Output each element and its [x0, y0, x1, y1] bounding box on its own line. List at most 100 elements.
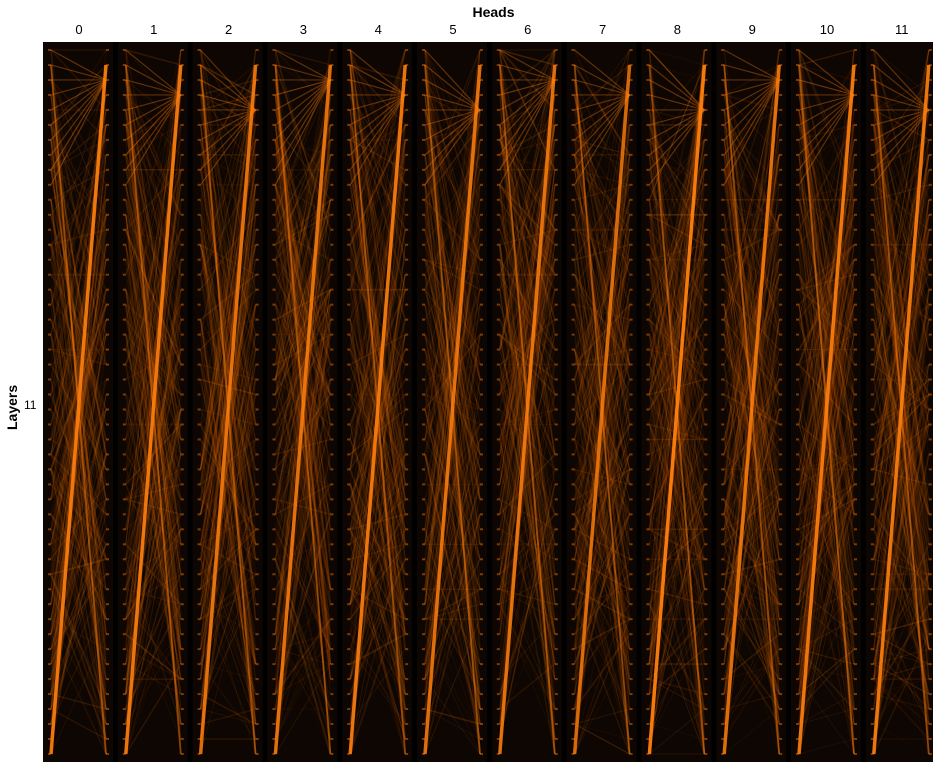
attention-line — [798, 439, 855, 470]
attention-line — [125, 453, 182, 501]
attention-line — [798, 423, 855, 471]
attention-line — [424, 79, 481, 395]
token-mark — [480, 228, 483, 231]
attention-line — [200, 184, 256, 485]
token-mark — [48, 78, 51, 81]
attention-line — [424, 394, 481, 665]
attention-line — [50, 49, 107, 81]
attention-line — [723, 109, 781, 231]
attention-line — [798, 468, 855, 515]
attention-line — [873, 394, 930, 725]
attention-line — [499, 333, 556, 381]
token-mark — [646, 168, 650, 171]
attention-line — [798, 94, 855, 320]
attention-line — [573, 124, 631, 590]
attention-line — [50, 348, 107, 366]
attention-line — [798, 49, 855, 500]
attention-line — [349, 334, 406, 620]
attention-line — [200, 319, 256, 425]
attention-line — [349, 499, 406, 725]
token-mark — [405, 408, 409, 411]
token-mark — [347, 333, 351, 336]
attention-line — [200, 124, 256, 605]
attention-line — [424, 184, 481, 695]
attention-line — [574, 109, 631, 275]
token-mark — [629, 483, 633, 486]
token-mark — [272, 348, 276, 351]
attention-line — [723, 229, 780, 530]
attention-line — [873, 379, 930, 740]
attention-line — [499, 139, 556, 231]
attention-line — [573, 304, 631, 575]
token-mark — [330, 483, 334, 486]
attention-line — [349, 529, 406, 695]
token-mark — [106, 453, 109, 456]
head-tick-label: 1 — [150, 22, 158, 37]
attention-line — [873, 364, 930, 515]
token-mark — [106, 93, 109, 96]
token-mark — [422, 243, 425, 246]
token-mark — [180, 363, 184, 366]
attention-line — [424, 199, 481, 665]
attention-line — [873, 513, 930, 590]
attention-line — [349, 364, 406, 605]
attention-line — [798, 454, 855, 635]
attention-line — [499, 49, 555, 66]
token-mark — [704, 258, 708, 261]
attention-line — [723, 559, 780, 755]
attention-line — [649, 154, 705, 755]
attention-line — [125, 64, 182, 485]
token-mark — [854, 708, 857, 711]
attention-line — [499, 334, 556, 590]
attention-line — [573, 514, 631, 650]
attention-line — [499, 574, 556, 710]
attention-line — [274, 304, 331, 395]
attention-line — [873, 423, 930, 471]
token-mark — [422, 168, 425, 171]
token-mark — [779, 348, 783, 351]
token-mark — [854, 633, 857, 636]
attention-line — [424, 469, 481, 740]
attention-line — [424, 364, 481, 380]
attention-line — [125, 64, 182, 96]
attention-line — [648, 49, 706, 665]
attention-line — [798, 229, 855, 440]
token-mark — [721, 588, 725, 591]
token-mark — [721, 78, 725, 81]
attention-line — [499, 79, 556, 171]
attention-line — [873, 678, 930, 740]
attention-line — [125, 49, 182, 710]
attention-line — [649, 79, 705, 111]
attention-line — [50, 228, 107, 246]
attention-line — [873, 79, 930, 515]
attention-line — [499, 334, 556, 410]
attention-line — [648, 139, 705, 216]
attention-line — [424, 454, 481, 710]
token-mark — [405, 108, 409, 111]
attention-line — [873, 409, 930, 515]
token-mark — [330, 393, 334, 396]
attention-line — [125, 199, 182, 305]
attention-line — [50, 379, 107, 515]
attention-line — [50, 319, 107, 366]
attention-line — [499, 364, 556, 575]
attention-line — [50, 49, 107, 111]
token-mark — [796, 648, 799, 651]
token-mark — [704, 723, 708, 726]
attention-line — [798, 349, 855, 530]
attention-line — [124, 229, 182, 365]
attention-line — [798, 109, 855, 335]
attention-line — [125, 214, 182, 650]
token-mark — [272, 303, 276, 306]
attention-line — [274, 424, 332, 635]
token-mark — [554, 693, 558, 696]
attention-line — [573, 154, 631, 545]
attention-line — [873, 289, 930, 620]
token-mark — [571, 288, 575, 291]
attention-line — [723, 603, 780, 680]
attention-line — [573, 349, 631, 560]
attention-line — [498, 49, 556, 171]
token-mark — [422, 438, 425, 441]
attention-line — [50, 274, 107, 351]
attention-line — [573, 304, 631, 470]
